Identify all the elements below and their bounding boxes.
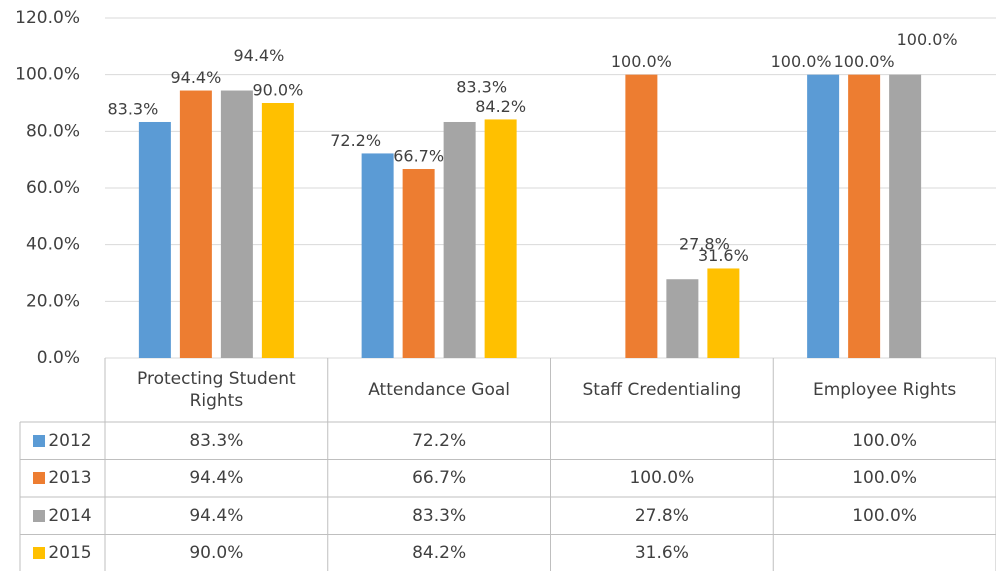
bar xyxy=(262,103,294,358)
data-label: 83.3% xyxy=(107,99,158,118)
bar xyxy=(221,91,253,358)
table-value-text: 83.3% xyxy=(189,430,243,452)
table-value-text: 100.0% xyxy=(852,430,917,452)
category-label-text: Protecting Student Rights xyxy=(113,368,320,412)
bar xyxy=(444,122,476,358)
legend-key xyxy=(33,435,45,447)
table-value xyxy=(773,535,996,572)
table-value-text: 84.2% xyxy=(412,542,466,564)
table-value-text: 100.0% xyxy=(852,467,917,489)
table-value-text: 72.2% xyxy=(412,430,466,452)
data-label: 100.0% xyxy=(611,52,672,71)
table-value: 83.3% xyxy=(105,422,328,460)
table-value-text: 83.3% xyxy=(412,505,466,527)
y-tick-label: 60.0% xyxy=(26,178,80,198)
data-label: 100.0% xyxy=(897,30,958,49)
category-label-text: Attendance Goal xyxy=(368,379,510,401)
y-tick-label: 100.0% xyxy=(15,65,80,85)
category-label: Attendance Goal xyxy=(336,358,543,422)
table-value: 94.4% xyxy=(105,497,328,535)
y-tick-label: 40.0% xyxy=(26,235,80,255)
table-value-text: 27.8% xyxy=(635,505,689,527)
legend-label: 2012 xyxy=(48,430,91,452)
category-label-text: Staff Credentialing xyxy=(582,379,741,401)
table-value: 31.6% xyxy=(551,535,774,572)
legend-entry: 2014 xyxy=(20,497,105,535)
table-value-text: 94.4% xyxy=(189,505,243,527)
table-value: 84.2% xyxy=(328,535,551,572)
table-value: 100.0% xyxy=(551,460,774,498)
table-value: 83.3% xyxy=(328,497,551,535)
data-label: 83.3% xyxy=(456,77,507,96)
table-value-text: 94.4% xyxy=(189,467,243,489)
data-label: 84.2% xyxy=(475,97,526,116)
legend-entry: 2013 xyxy=(20,460,105,498)
bar xyxy=(707,268,739,358)
y-tick-label: 80.0% xyxy=(26,121,80,141)
bar xyxy=(485,119,517,358)
y-tick-label: 0.0% xyxy=(37,348,80,368)
table-value: 100.0% xyxy=(773,422,996,460)
data-label: 90.0% xyxy=(252,81,303,100)
bar xyxy=(403,169,435,358)
table-value-text: 100.0% xyxy=(629,467,694,489)
table-value: 90.0% xyxy=(105,535,328,572)
legend-label: 2014 xyxy=(48,505,91,527)
data-label: 100.0% xyxy=(771,52,832,71)
legend-key xyxy=(33,472,45,484)
data-label: 66.7% xyxy=(393,147,444,166)
y-tick-label: 20.0% xyxy=(26,291,80,311)
bar xyxy=(139,122,171,358)
data-label: 94.4% xyxy=(170,68,221,87)
data-label: 94.4% xyxy=(233,46,284,65)
bar xyxy=(180,91,212,358)
table-value: 66.7% xyxy=(328,460,551,498)
legend-entry: 2015 xyxy=(20,535,105,572)
legend-label: 2015 xyxy=(48,542,91,564)
table-value: 100.0% xyxy=(773,460,996,498)
legend-key xyxy=(33,510,45,522)
table-value-text: 90.0% xyxy=(189,542,243,564)
bar xyxy=(807,75,839,358)
bar xyxy=(362,153,394,358)
category-label: Employee Rights xyxy=(781,358,988,422)
table-value: 100.0% xyxy=(773,497,996,535)
data-label: 72.2% xyxy=(330,131,381,150)
bar xyxy=(889,75,921,358)
data-label: 100.0% xyxy=(834,52,895,71)
legend-label: 2013 xyxy=(48,467,91,489)
table-value: 27.8% xyxy=(551,497,774,535)
legend-key xyxy=(33,547,45,559)
legend-entry: 2012 xyxy=(20,422,105,460)
table-value: 72.2% xyxy=(328,422,551,460)
table-value-text: 100.0% xyxy=(852,505,917,527)
table-value: 94.4% xyxy=(105,460,328,498)
bar xyxy=(625,75,657,358)
bar xyxy=(848,75,880,358)
data-label: 31.6% xyxy=(698,246,749,265)
y-tick-label: 120.0% xyxy=(15,8,80,28)
category-label: Staff Credentialing xyxy=(559,358,766,422)
category-label: Protecting Student Rights xyxy=(113,358,320,422)
category-label-text: Employee Rights xyxy=(813,379,956,401)
table-value-text: 66.7% xyxy=(412,467,466,489)
table-value-text: 31.6% xyxy=(635,542,689,564)
bar xyxy=(666,279,698,358)
table-value xyxy=(551,422,774,460)
